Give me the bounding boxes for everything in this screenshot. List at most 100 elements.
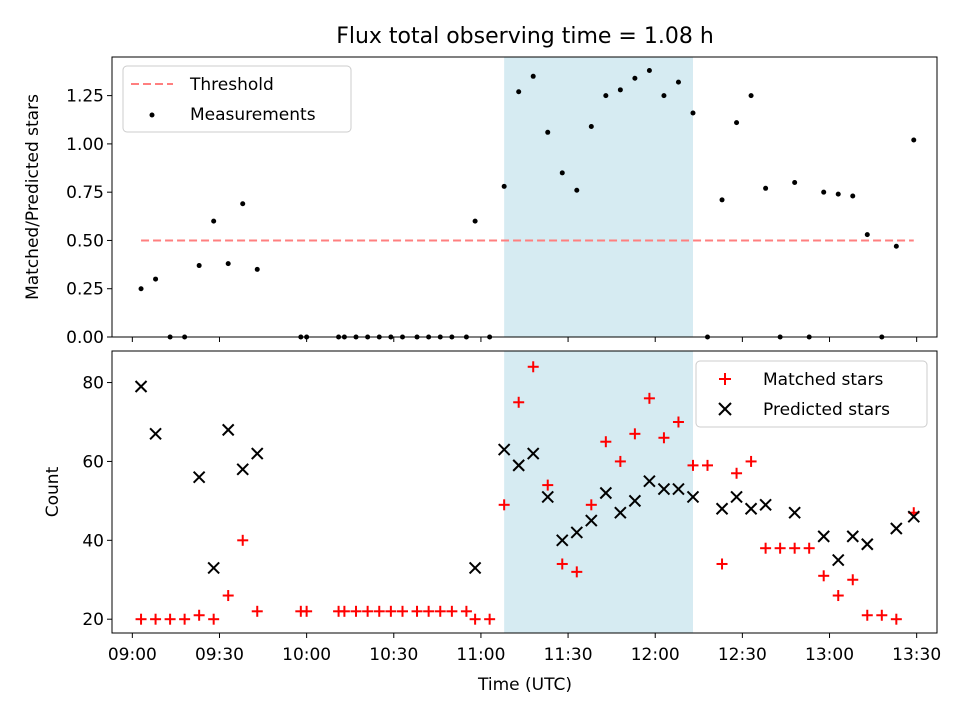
top-y-tick-label: 0.75 bbox=[66, 183, 104, 203]
measurement-point bbox=[792, 180, 798, 186]
measurement-point bbox=[911, 137, 917, 143]
bottom-y-tick-label: 60 bbox=[82, 452, 104, 472]
matched-star-point bbox=[362, 605, 374, 617]
matched-star-point bbox=[527, 361, 539, 373]
predicted-star-point bbox=[251, 447, 264, 460]
measurement-point bbox=[690, 110, 696, 116]
top-chart-title: Flux total observing time = 1.08 h bbox=[336, 24, 714, 49]
top-y-ticks: 0.00 0.25 0.50 0.75 1.00 1.25 bbox=[66, 87, 112, 348]
bottom-y-axis-label: Count bbox=[43, 466, 63, 517]
matched-star-point bbox=[423, 605, 435, 617]
measurement-point bbox=[603, 93, 609, 99]
matched-star-point bbox=[774, 542, 786, 554]
top-y-tick-label: 0.00 bbox=[66, 328, 104, 348]
legend-predicted-label: Predicted stars bbox=[763, 400, 890, 420]
predicted-star-point bbox=[759, 498, 772, 512]
top-shaded-region-layer bbox=[504, 57, 693, 337]
matched-star-point bbox=[789, 542, 801, 554]
predicted-star-point bbox=[672, 482, 685, 496]
bottom-x-ticks: 09:00 09:30 10:00 10:30 11:00 11:30 12:00 12:30… bbox=[108, 633, 941, 665]
measurement-point bbox=[530, 73, 536, 79]
predicted-star-point bbox=[570, 526, 583, 539]
predicted-star-point bbox=[149, 427, 162, 441]
predicted-star-point bbox=[817, 530, 830, 543]
measurement-point bbox=[675, 79, 681, 85]
matched-star-point bbox=[301, 605, 313, 617]
matched-star-point bbox=[385, 605, 397, 617]
x-axis-label: Time (UTC) bbox=[477, 675, 572, 695]
measurement-point bbox=[516, 89, 522, 95]
predicted-star-point bbox=[907, 510, 920, 523]
matched-star-point bbox=[513, 396, 525, 408]
x-tick-label: 10:30 bbox=[369, 645, 418, 665]
measurement-point bbox=[472, 218, 478, 224]
predicted-star-point bbox=[585, 514, 598, 527]
measurement-point bbox=[545, 129, 551, 135]
top-y-tick-label: 1.00 bbox=[66, 135, 104, 155]
matched-star-point bbox=[434, 605, 446, 617]
matched-star-point bbox=[469, 613, 481, 625]
measurement-point bbox=[617, 87, 623, 93]
bottom-y-ticks: 20 40 60 80 bbox=[82, 374, 112, 630]
predicted-star-point bbox=[890, 522, 903, 535]
matched-star-point bbox=[542, 479, 554, 491]
x-tick-label: 11:00 bbox=[456, 645, 505, 665]
top-axes-frame bbox=[111, 56, 938, 338]
predicted-star-point bbox=[221, 423, 235, 437]
matched-star-point bbox=[251, 605, 263, 617]
x-tick-label: 10:00 bbox=[282, 645, 331, 665]
x-tick-label: 09:30 bbox=[195, 645, 244, 665]
matched-star-point bbox=[876, 609, 888, 621]
matched-star-point bbox=[179, 613, 191, 625]
matched-star-point bbox=[643, 392, 655, 404]
predicted-star-point bbox=[657, 482, 671, 496]
bottom-y-tick-label: 40 bbox=[82, 531, 104, 551]
matched-star-point bbox=[164, 613, 176, 625]
predicted-star-point bbox=[556, 534, 569, 547]
predicted-star-point bbox=[730, 490, 743, 504]
matched-star-point bbox=[803, 542, 815, 554]
matched-star-point bbox=[745, 455, 757, 467]
matched-star-point bbox=[571, 566, 583, 578]
predicted-star-point bbox=[643, 474, 656, 488]
top-legend: Threshold Measurements bbox=[122, 65, 352, 133]
predicted-star-point bbox=[832, 553, 845, 567]
matched-star-point bbox=[861, 609, 873, 621]
measurement-point bbox=[748, 93, 754, 99]
bottom-y-tick-label: 80 bbox=[82, 374, 104, 394]
predicted-star-point bbox=[861, 538, 874, 551]
x-tick-label: 12:30 bbox=[718, 645, 767, 665]
top-panel: 0.00 0.25 0.50 0.75 1.00 1.25 Flux total obse… bbox=[23, 24, 938, 348]
top-y-axis-label: Matched/Predicted stars bbox=[23, 94, 43, 300]
legend-predicted-swatch bbox=[718, 402, 732, 416]
predicted-star-point bbox=[599, 486, 613, 500]
measurement-point bbox=[240, 201, 246, 207]
predicted-star-point bbox=[541, 490, 554, 504]
matched-star-point bbox=[585, 499, 597, 511]
x-tick-label: 09:00 bbox=[108, 645, 157, 665]
predicted-star-point bbox=[527, 447, 540, 460]
matched-star-point bbox=[484, 613, 496, 625]
predicted-star-point bbox=[192, 471, 206, 484]
measurement-point bbox=[196, 263, 202, 269]
measurement-point bbox=[646, 68, 652, 74]
predicted-star-point bbox=[715, 502, 729, 515]
predicted-star-point bbox=[134, 380, 148, 393]
matched-star-point bbox=[446, 605, 458, 617]
matched-star-point bbox=[614, 455, 626, 467]
top-y-tick-label: 0.25 bbox=[66, 280, 104, 300]
matched-star-point bbox=[373, 605, 385, 617]
measurement-point bbox=[821, 189, 827, 195]
legend-measurements-label: Measurements bbox=[190, 105, 316, 125]
top-legend-box bbox=[122, 65, 352, 133]
matched-star-point bbox=[222, 590, 234, 602]
matched-star-point bbox=[338, 605, 350, 617]
measurement-point bbox=[211, 218, 217, 224]
matched-star-point bbox=[716, 558, 728, 570]
matched-star-point bbox=[350, 605, 362, 617]
predicted-stars-layer bbox=[134, 380, 920, 575]
measurement-point bbox=[574, 187, 580, 193]
measurement-point bbox=[835, 191, 841, 197]
predicted-star-point bbox=[207, 561, 220, 575]
